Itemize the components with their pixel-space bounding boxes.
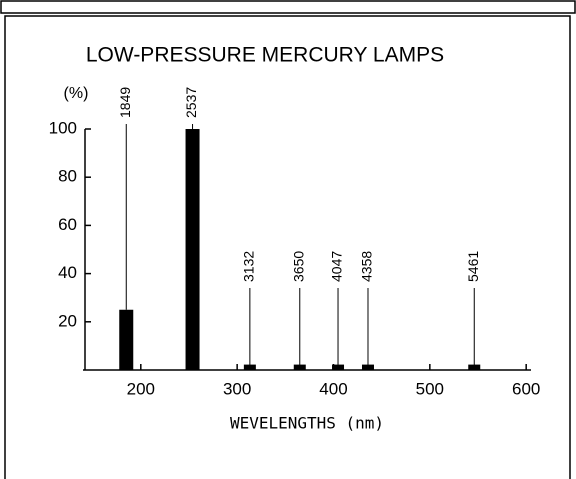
x-tick-label: 200 [127,379,155,398]
line-label: 3132 [241,251,257,282]
y-tick-label: 80 [58,167,77,186]
line-label: 1849 [117,87,133,118]
x-tick-label: 400 [319,379,347,398]
y-tick-label: 40 [58,263,77,282]
bar [119,309,134,370]
frame [4,15,571,479]
y-tick-label: 60 [58,215,77,234]
line-label: 5461 [465,251,481,282]
line-label: 3650 [290,251,306,282]
bar [185,129,200,370]
x-tick-label: 600 [512,379,540,398]
y-tick-label: 20 [58,311,77,330]
chart-title: LOW-PRESSURE MERCURY LAMPS [86,44,444,67]
line-label: 4358 [359,251,375,282]
line-label: 4047 [329,251,345,282]
y-tick-label: 100 [49,118,77,137]
x-axis-label: WEVELENGTHS (nm) [230,414,384,433]
x-tick-label: 300 [223,379,251,398]
x-tick-label: 500 [416,379,444,398]
y-axis-label: (%) [64,85,89,102]
line-label: 2537 [183,87,199,118]
top-frame [0,0,576,14]
